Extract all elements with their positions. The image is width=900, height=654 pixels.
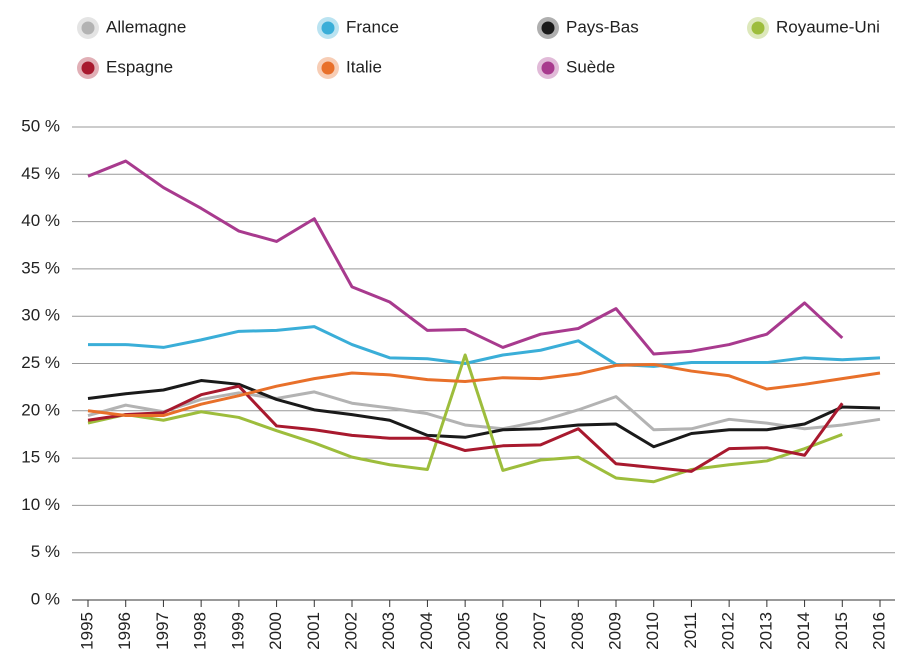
x-tick-label: 2004: [417, 612, 436, 650]
x-tick-label: 2005: [455, 612, 474, 650]
legend-label: Italie: [346, 57, 382, 76]
x-tick-label: 2002: [341, 612, 360, 650]
x-tick-label: 1997: [153, 612, 172, 650]
x-tick-label: 1996: [115, 612, 134, 650]
legend-marker: [541, 21, 555, 35]
y-tick-label: 40 %: [21, 211, 60, 230]
legend-marker: [751, 21, 765, 35]
series-line: [87, 384, 844, 473]
y-tick-label: 25 %: [21, 353, 60, 372]
legend-marker: [321, 21, 335, 35]
legend-label: Allemagne: [106, 17, 186, 36]
x-tick-label: 2000: [266, 612, 285, 650]
legend-label: Pays-Bas: [566, 17, 639, 36]
x-tick-label: 2006: [492, 612, 511, 650]
series-line: [88, 325, 881, 368]
y-tick-label: 5 %: [31, 542, 60, 561]
x-tick-label: 2007: [530, 612, 549, 650]
x-tick-label: 2008: [568, 612, 587, 650]
legend-marker: [321, 61, 335, 75]
series-line: [87, 353, 843, 484]
legend-label: Espagne: [106, 57, 173, 76]
x-tick-label: 2014: [794, 612, 813, 650]
y-tick-label: 45 %: [21, 164, 60, 183]
series-line: [87, 362, 881, 418]
series-line: [87, 379, 881, 449]
y-tick-label: 35 %: [21, 258, 60, 277]
series-line: [87, 390, 881, 432]
x-tick-label: 2001: [304, 612, 323, 650]
x-tick-label: 2013: [756, 612, 775, 650]
x-tick-label: 2010: [643, 612, 662, 650]
x-tick-label: 2009: [605, 612, 624, 650]
legend-label: Royaume-Uni: [776, 17, 880, 36]
x-tick-label: 1995: [77, 612, 96, 650]
y-tick-label: 15 %: [21, 448, 60, 467]
x-tick-label: 2011: [681, 612, 700, 649]
series-line: [87, 159, 844, 356]
x-tick-label: 2003: [379, 612, 398, 650]
legend-marker: [81, 21, 95, 35]
y-tick-label: 30 %: [21, 306, 60, 325]
x-tick-label: 2012: [719, 612, 738, 650]
legend-label: Suède: [566, 57, 615, 76]
legend-label: France: [346, 17, 399, 36]
y-tick-label: 50 %: [21, 116, 60, 135]
y-tick-label: 20 %: [21, 400, 60, 419]
x-tick-label: 1999: [228, 612, 247, 650]
y-tick-label: 10 %: [21, 495, 60, 514]
x-tick-label: 1998: [191, 612, 210, 650]
legend-marker: [541, 61, 555, 75]
x-tick-label: 2015: [832, 612, 851, 650]
legend-marker: [81, 61, 95, 75]
x-tick-label: 2016: [869, 612, 888, 650]
y-tick-label: 0 %: [31, 589, 60, 608]
